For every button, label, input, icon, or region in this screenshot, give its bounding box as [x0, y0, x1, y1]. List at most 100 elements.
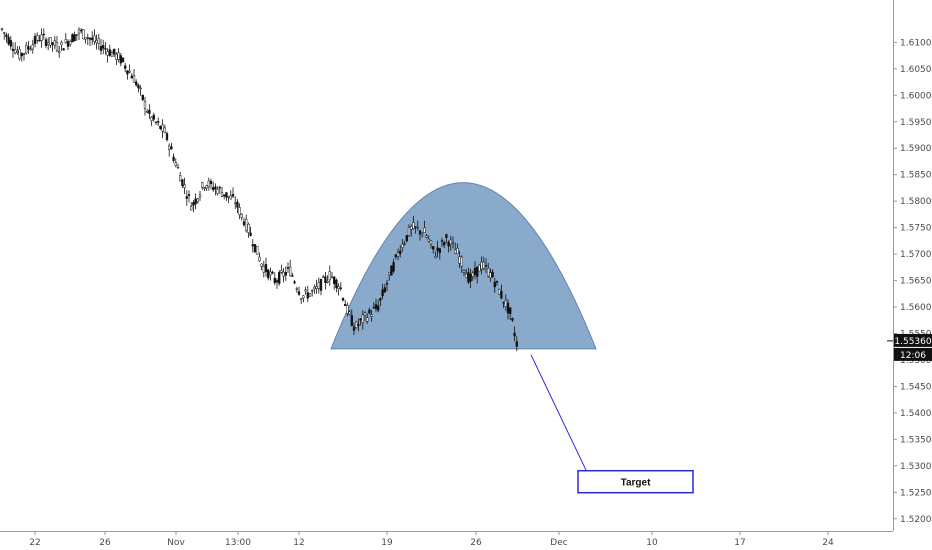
candle-body: [154, 121, 158, 124]
candle-body: [40, 34, 43, 41]
candle-body: [124, 65, 127, 69]
candle-body: [267, 269, 270, 279]
candle-body: [460, 256, 463, 267]
candle-body: [493, 281, 496, 288]
candle-body: [273, 278, 276, 283]
x-tick-label: 24: [822, 538, 834, 548]
candlestick-series: [0, 27, 518, 352]
candle-body: [36, 35, 39, 41]
candle-body: [324, 276, 327, 283]
candle-body: [80, 29, 83, 32]
candle-body: [394, 254, 397, 258]
candle-body: [454, 249, 457, 254]
candle-body: [465, 273, 468, 279]
y-tick-label: 1.52500: [900, 488, 932, 498]
candle-body: [357, 324, 360, 326]
projection-arrow-line[interactable]: [530, 354, 593, 483]
candle-body: [126, 70, 129, 75]
candle-body: [196, 198, 199, 202]
candle-body: [280, 270, 283, 273]
y-tick-label: 1.61000: [900, 38, 932, 48]
candle-body: [401, 243, 404, 248]
candle-body: [152, 114, 155, 120]
candle-body: [187, 194, 191, 196]
rounded-top-dome-shape[interactable]: [330, 182, 597, 350]
candle-body: [344, 303, 347, 306]
candle-body: [427, 238, 430, 242]
candle-body: [223, 194, 226, 197]
candle-body: [38, 40, 41, 42]
candle-body: [275, 280, 279, 283]
candle-body: [368, 309, 371, 314]
candle-body: [502, 301, 505, 304]
candle-body: [97, 38, 100, 44]
candle-body: [482, 261, 485, 269]
candle-body: [174, 162, 177, 167]
candle-body: [458, 256, 461, 264]
candle-body: [302, 295, 305, 299]
candle-body: [388, 272, 391, 275]
candle-body: [311, 290, 314, 292]
candle-body: [238, 207, 241, 215]
x-tick-label: 17: [734, 538, 745, 548]
price-axis[interactable]: 1.61000 1.60500 1.60000 1.59500 1.59000 1.585…: [893, 0, 932, 531]
candle-body: [498, 289, 501, 295]
candle-body: [271, 271, 274, 274]
candle-body: [421, 233, 424, 236]
candle-body: [240, 213, 243, 218]
candle-body: [53, 40, 56, 46]
candle-body: [500, 291, 503, 299]
candle-body: [467, 272, 470, 283]
target-label: Target: [621, 478, 651, 489]
candle-body: [209, 181, 213, 185]
y-tick-label: 1.58500: [900, 171, 932, 181]
candle-body: [258, 256, 261, 262]
candle-body: [205, 185, 208, 189]
candle-body: [330, 276, 334, 279]
candle-body: [306, 292, 309, 299]
candle-body: [337, 286, 340, 290]
candle-body: [161, 124, 164, 132]
candle-body: [282, 271, 285, 277]
candle-body: [135, 81, 138, 86]
candle-body: [95, 40, 98, 44]
rounded-top-pattern[interactable]: [330, 182, 597, 350]
x-tick-label: 22: [29, 538, 40, 548]
candle-body: [326, 280, 329, 283]
candle-body: [236, 201, 239, 208]
y-tick-label: 1.55000: [900, 356, 932, 366]
candle-body: [445, 234, 448, 238]
candle-body: [333, 276, 336, 284]
candle-body: [58, 50, 61, 54]
time-axis[interactable]: 22 26 Nov 13:00 12 19 26 Dec 10 17 24: [0, 531, 893, 548]
candle-body: [91, 37, 94, 41]
candle-body: [328, 271, 331, 281]
candle-body: [432, 246, 435, 250]
projection-arrow[interactable]: [530, 354, 593, 484]
candle-body: [33, 36, 37, 44]
candle-body: [5, 34, 8, 38]
candle-body: [119, 55, 122, 64]
last-price-badge: [894, 333, 932, 347]
candle-body: [165, 133, 169, 141]
target-box[interactable]: Target: [577, 469, 694, 494]
candle-body: [143, 101, 147, 109]
candle-body: [256, 245, 259, 255]
countdown-badge: [894, 347, 932, 361]
x-tick-label: 26: [99, 538, 111, 548]
candle-body: [170, 146, 173, 150]
candle-body: [335, 279, 338, 289]
y-tick-label: 1.59500: [900, 118, 932, 128]
candle-body: [425, 235, 428, 238]
candle-body: [128, 70, 131, 73]
target-box-frame[interactable]: [577, 469, 694, 494]
candle-body: [423, 227, 426, 233]
candle-body: [214, 186, 217, 190]
x-tick-label: Dec: [550, 538, 567, 548]
candle-body: [269, 271, 272, 276]
candle-body: [370, 314, 373, 317]
x-tick-label: 10: [646, 538, 658, 548]
candle-body: [247, 224, 250, 233]
